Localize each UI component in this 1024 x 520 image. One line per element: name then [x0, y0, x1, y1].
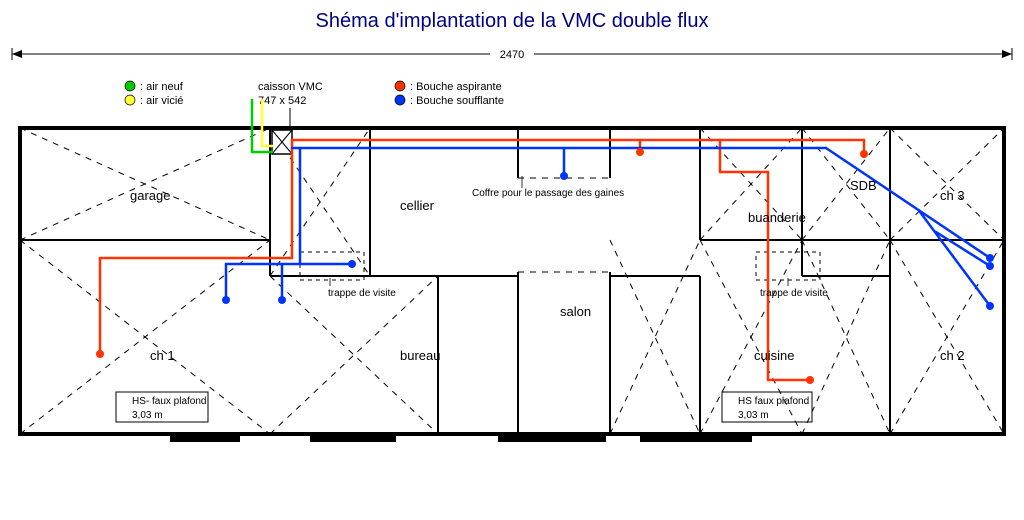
svg-text:cuisine: cuisine: [754, 348, 794, 363]
svg-text:747 x 542: 747 x 542: [258, 95, 306, 107]
svg-text:3,03 m: 3,03 m: [738, 410, 769, 421]
svg-text:: air neuf: : air neuf: [140, 81, 184, 93]
svg-text:ch 2: ch 2: [940, 348, 965, 363]
svg-text:buanderie: buanderie: [748, 210, 806, 225]
svg-text:cellier: cellier: [400, 198, 435, 213]
svg-text:Coffre pour le passage des gai: Coffre pour le passage des gaines: [472, 188, 624, 199]
svg-text:HS faux plafond: HS faux plafond: [738, 396, 809, 407]
floorplan-canvas: 2470 : air neuf : air vicié caisson VMC 747 …: [0, 0, 1024, 520]
svg-text:salon: salon: [560, 304, 591, 319]
svg-text:ch 1: ch 1: [150, 348, 175, 363]
svg-text:trappe de visite: trappe de visite: [328, 288, 396, 299]
svg-text:SDB: SDB: [850, 178, 877, 193]
svg-text:: Bouche aspirante: : Bouche aspirante: [410, 81, 502, 93]
svg-text:3,03 m: 3,03 m: [132, 410, 163, 421]
svg-text:2470: 2470: [500, 49, 524, 61]
svg-text:: Bouche soufflante: : Bouche soufflante: [410, 95, 504, 107]
svg-text:bureau: bureau: [400, 348, 440, 363]
svg-text:: air vicié: : air vicié: [140, 95, 183, 107]
svg-text:garage: garage: [130, 188, 170, 203]
svg-text:caisson VMC: caisson VMC: [258, 81, 323, 93]
svg-text:HS- faux plafond: HS- faux plafond: [132, 396, 207, 407]
svg-text:ch 3: ch 3: [940, 188, 965, 203]
svg-text:trappe de visite: trappe de visite: [760, 288, 828, 299]
